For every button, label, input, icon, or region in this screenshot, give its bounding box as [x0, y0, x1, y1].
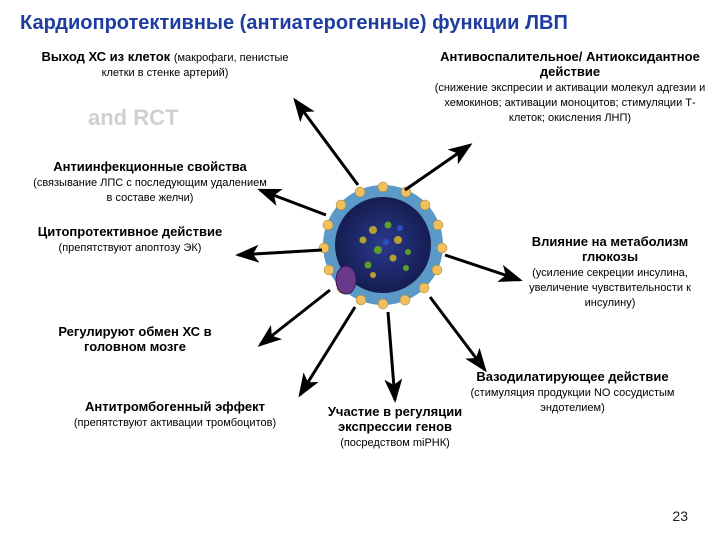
arrow — [388, 312, 395, 400]
label-cytoprotect-bold: Цитопротективное действие — [38, 224, 222, 239]
arrow — [405, 145, 470, 190]
label-vasodil: Вазодилатирующее действие (стимуляция пр… — [455, 370, 690, 415]
arrow — [238, 250, 322, 255]
arrow — [295, 100, 358, 185]
label-cytoprotect: Цитопротективное действие (препятствуют … — [30, 225, 230, 255]
arrow — [445, 255, 520, 280]
arrow — [430, 297, 485, 370]
label-antiinfect-bold: Антиинфекционные свойства — [53, 159, 247, 174]
label-glucose-bold: Влияние на метаболизм глюкозы — [532, 234, 689, 264]
label-brain: Регулируют обмен ХС в головном мозге — [30, 325, 240, 355]
label-vasodil-sub: (стимуляция продукции NO сосудистым эндо… — [471, 387, 675, 414]
label-gene-sub: (посредством miРНК) — [340, 437, 450, 449]
label-efflux: Выход ХС из клеток (макрофаги, пенистые … — [40, 50, 290, 80]
label-brain-bold: Регулируют обмен ХС в головном мозге — [58, 324, 211, 354]
label-gene: Участие в регуляции экспрессии генов (по… — [300, 405, 490, 450]
label-antithromb-sub: (препятствуют активации тромбоцитов) — [74, 417, 276, 429]
label-antiinfect: Антиинфекционные свойства (связывание ЛП… — [30, 160, 270, 205]
label-vasodil-bold: Вазодилатирующее действие — [476, 369, 668, 384]
arrow — [260, 290, 330, 345]
label-antiinfect-sub: (связывание ЛПС с последующим удалением … — [33, 177, 267, 204]
label-cytoprotect-sub: (препятствуют апоптозу ЭК) — [59, 242, 202, 254]
label-gene-bold: Участие в регуляции экспрессии генов — [328, 404, 462, 434]
label-glucose-sub: (усиление секреции инсулина, увеличение … — [529, 267, 691, 309]
label-antiinflam-bold: Антивоспалительное/ Антиоксидантное дейс… — [440, 49, 700, 79]
arrow — [300, 307, 355, 395]
label-antiinflam-sub: (снижение экспресии и активации молекул … — [435, 82, 706, 124]
label-antiinflam: Антивоспалительное/ Антиоксидантное дейс… — [430, 50, 710, 125]
label-glucose: Влияние на метаболизм глюкозы (усиление … — [510, 235, 710, 310]
slide-page: Кардиопротективные (антиатерогенные) фун… — [0, 0, 720, 540]
label-antithromb-bold: Антитромбогенный эффект — [85, 399, 265, 414]
label-efflux-bold: Выход ХС из клеток — [41, 49, 170, 64]
label-antithromb: Антитромбогенный эффект (препятствуют ак… — [55, 400, 295, 430]
